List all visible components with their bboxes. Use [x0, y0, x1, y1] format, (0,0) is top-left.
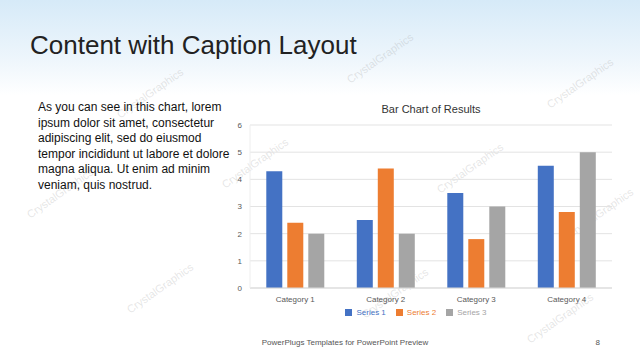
svg-text:Category 4: Category 4	[547, 295, 587, 304]
svg-text:6: 6	[238, 121, 243, 130]
svg-text:5: 5	[238, 148, 243, 157]
svg-text:1: 1	[238, 257, 243, 266]
svg-text:2: 2	[238, 230, 243, 239]
svg-text:Category 3: Category 3	[457, 295, 497, 304]
svg-text:Category 1: Category 1	[276, 295, 316, 304]
svg-text:4: 4	[238, 175, 243, 184]
svg-text:0: 0	[238, 284, 243, 293]
svg-text:Category 2: Category 2	[366, 295, 406, 304]
svg-text:3: 3	[238, 202, 243, 211]
